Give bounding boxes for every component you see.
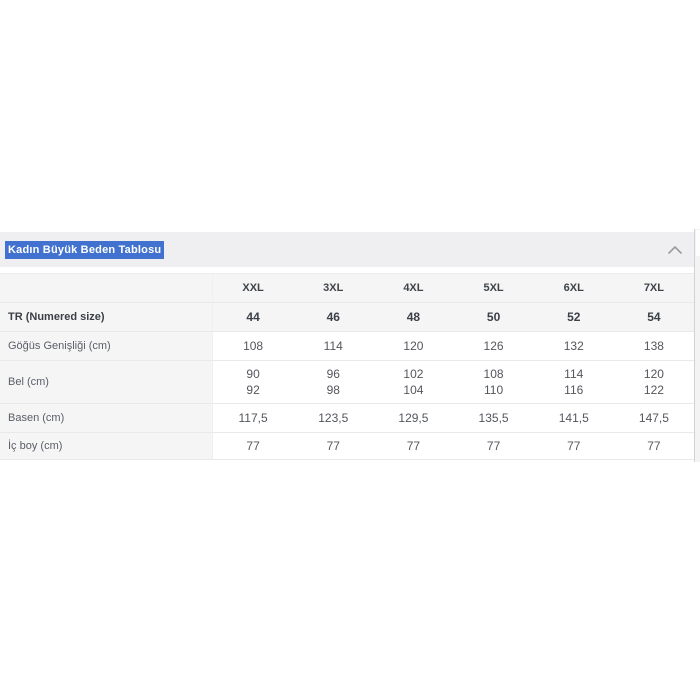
cell-value: 77 bbox=[613, 433, 694, 459]
row-label: Göğüs Genişliği (cm) bbox=[0, 332, 213, 360]
cell-value: 44 bbox=[213, 303, 294, 331]
cell-value: 132 bbox=[533, 332, 614, 360]
column-header: 4XL bbox=[373, 274, 454, 302]
cell-value: 48 bbox=[373, 303, 454, 331]
cell-value: 96 98 bbox=[293, 361, 374, 403]
cell-value: 129,5 bbox=[373, 404, 454, 432]
cell-value: 114 bbox=[293, 332, 374, 360]
cell-value: 120 122 bbox=[613, 361, 694, 403]
vertical-scrollbar[interactable] bbox=[694, 229, 700, 462]
size-table: XXL 3XL 4XL 5XL 6XL 7XL TR (Numered size… bbox=[0, 273, 694, 460]
cell-value: 108 bbox=[213, 332, 294, 360]
table-row-hips: Basen (cm) 117,5 123,5 129,5 135,5 141,5… bbox=[0, 404, 694, 433]
cell-value: 77 bbox=[373, 433, 454, 459]
cell-value: 77 bbox=[293, 433, 374, 459]
row-label: Bel (cm) bbox=[0, 361, 213, 403]
cell-value: 126 bbox=[453, 332, 534, 360]
cell-value: 46 bbox=[293, 303, 374, 331]
table-row-chest-width: Göğüs Genişliği (cm) 108 114 120 126 132… bbox=[0, 332, 694, 361]
cell-value: 90 92 bbox=[213, 361, 294, 403]
column-header: XXL bbox=[213, 274, 294, 302]
table-row-inner-leg: İç boy (cm) 77 77 77 77 77 77 bbox=[0, 433, 694, 460]
cell-value: 123,5 bbox=[293, 404, 374, 432]
cell-value: 102 104 bbox=[373, 361, 454, 403]
size-chart-panel: XXL 3XL 4XL 5XL 6XL 7XL TR (Numered size… bbox=[0, 267, 700, 460]
cell-value: 141,5 bbox=[533, 404, 614, 432]
size-chart-accordion-header[interactable]: Kadın Büyük Beden Tablosu bbox=[0, 232, 700, 267]
table-row-tr-size: TR (Numered size) 44 46 48 50 52 54 bbox=[0, 303, 694, 332]
header-empty-cell bbox=[0, 274, 213, 302]
blank-area bbox=[0, 0, 700, 232]
column-header: 5XL bbox=[453, 274, 534, 302]
row-label: TR (Numered size) bbox=[0, 303, 213, 331]
scrollbar-thumb[interactable] bbox=[696, 230, 700, 256]
size-chart-accordion: Kadın Büyük Beden Tablosu XXL 3XL 4XL 5X… bbox=[0, 229, 700, 462]
row-label: Basen (cm) bbox=[0, 404, 213, 432]
cell-value: 114 116 bbox=[533, 361, 614, 403]
cell-value: 50 bbox=[453, 303, 534, 331]
cell-value: 77 bbox=[533, 433, 614, 459]
table-row-waist: Bel (cm) 90 92 96 98 102 104 108 110 114… bbox=[0, 361, 694, 404]
cell-value: 77 bbox=[453, 433, 534, 459]
cell-value: 117,5 bbox=[213, 404, 294, 432]
table-header-row: XXL 3XL 4XL 5XL 6XL 7XL bbox=[0, 274, 694, 303]
cell-value: 120 bbox=[373, 332, 454, 360]
cell-value: 52 bbox=[533, 303, 614, 331]
cell-value: 77 bbox=[213, 433, 294, 459]
cell-value: 54 bbox=[613, 303, 694, 331]
cell-value: 138 bbox=[613, 332, 694, 360]
cell-value: 135,5 bbox=[453, 404, 534, 432]
column-header: 3XL bbox=[293, 274, 374, 302]
column-header: 7XL bbox=[613, 274, 694, 302]
cell-value: 147,5 bbox=[613, 404, 694, 432]
column-header: 6XL bbox=[533, 274, 614, 302]
section-title: Kadın Büyük Beden Tablosu bbox=[5, 240, 165, 259]
row-label: İç boy (cm) bbox=[0, 433, 213, 459]
chevron-up-icon[interactable] bbox=[668, 245, 682, 254]
cell-value: 108 110 bbox=[453, 361, 534, 403]
